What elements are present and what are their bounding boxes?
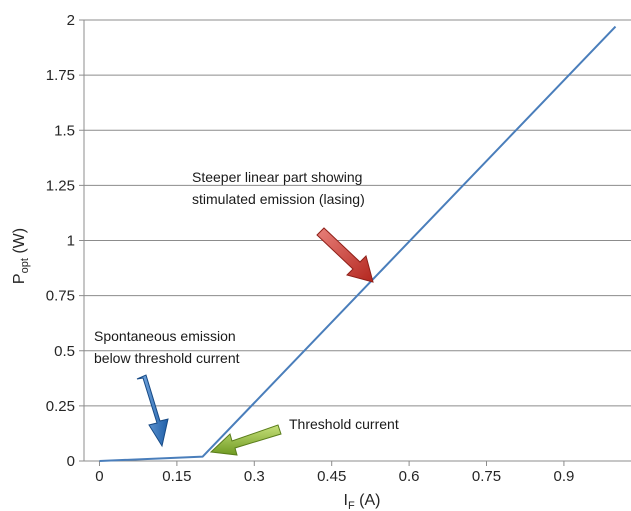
- y-tick-label: 0.25: [46, 398, 75, 415]
- x-axis-label: IF (A): [344, 492, 381, 511]
- annotation-threshold-line1: Threshold current: [289, 416, 399, 432]
- annotation-threshold: Threshold current: [209, 416, 399, 456]
- gridlines: [79, 19, 631, 462]
- y-tick-label: 1.75: [46, 67, 75, 84]
- y-axis-label-sub: opt: [19, 258, 31, 273]
- x-tick-label: 0.3: [244, 468, 265, 485]
- x-tick-label: 0.6: [399, 468, 420, 485]
- x-tick-label: 0.15: [162, 468, 191, 485]
- x-axis-label-sub: F: [348, 500, 355, 511]
- y-tick-labels: 0 0.25 0.5 0.75 1 1.25 1.5 1.75 2: [46, 12, 75, 470]
- y-tick-label: 0.5: [54, 343, 75, 360]
- x-tick-label: 0.9: [553, 468, 574, 485]
- annotation-lasing-line2: stimulated emission (lasing): [192, 191, 365, 207]
- series-line: [99, 25, 617, 462]
- y-tick-label: 1: [67, 233, 75, 250]
- series-layer: [99, 25, 617, 462]
- y-tick-label: 1.5: [54, 122, 75, 139]
- x-axis-label-main: I: [344, 492, 348, 509]
- annotation-lasing: Steeper linear part showing stimulated e…: [192, 169, 374, 283]
- y-axis-label-main: P: [11, 273, 28, 284]
- x-tick-labels: 0 0.15 0.3 0.45 0.6 0.75 0.9: [95, 468, 574, 485]
- y-axis-label-unit: (W): [11, 228, 28, 258]
- x-tick-label: 0.45: [317, 468, 346, 485]
- axes: [83, 20, 631, 466]
- y-tick-label: 2: [67, 12, 75, 29]
- annotation-lasing-line1: Steeper linear part showing: [192, 169, 362, 185]
- x-tick-label: 0.75: [472, 468, 501, 485]
- y-axis-label: Popt (W): [11, 228, 31, 284]
- spontaneous-arrow: [136, 374, 169, 448]
- x-axis-label-unit: (A): [355, 492, 381, 509]
- annotation-spontaneous-line1: Spontaneous emission: [94, 328, 236, 344]
- threshold-arrow: [209, 424, 282, 456]
- annotation-spontaneous: Spontaneous emission below threshold cur…: [94, 328, 240, 448]
- lasing-arrow: [316, 227, 374, 283]
- y-tick-label: 0.75: [46, 288, 75, 305]
- y-tick-label: 1.25: [46, 177, 75, 194]
- y-tick-label: 0: [67, 453, 75, 470]
- annotation-spontaneous-line2: below threshold current: [94, 350, 240, 366]
- x-tick-label: 0: [95, 468, 103, 485]
